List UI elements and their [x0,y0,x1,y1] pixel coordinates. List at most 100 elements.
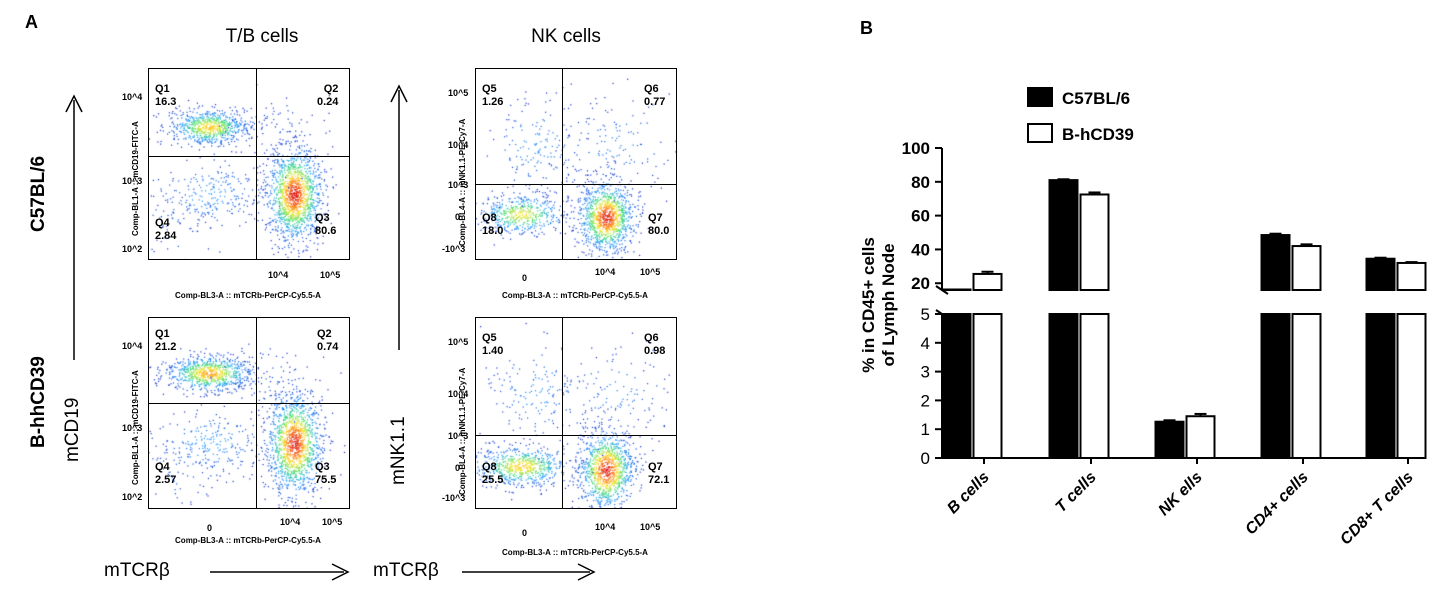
x-tick-label: T cells [1053,469,1100,516]
y-tick-label: 10^4 [448,389,469,399]
y-word-mcd19: mCD19 [62,397,83,462]
legend-swatch [1027,123,1053,143]
y-word-mnk11: mNK1.1 [388,416,409,485]
y-tick-label: 0 [455,212,461,222]
x-tick-label: 10^4 [268,270,289,280]
gate-vertical [256,318,257,508]
x-tick-label: CD4+ cells [1242,469,1312,539]
quadrant-label: Q5 1.40 [482,332,504,357]
y-tick-label: 10^5 [448,88,469,98]
quadrant-label: Q1 21.2 [155,328,177,353]
quadrant-label: Q4 2.57 [155,461,177,486]
x-tick-label: 0 [522,273,528,283]
gate-vertical [562,318,563,508]
quadrant-label: Q3 80.6 [315,212,337,237]
x-tick-label: 10^5 [320,270,341,280]
axis-arrows [65,84,596,581]
y-tick-label: 100 [902,139,930,158]
bar-b-hcd39 [1291,313,1322,459]
y-tick-label: 10^4 [122,92,143,102]
quadrant-label: Q8 18.0 [482,212,504,237]
y-tick-label: 10^2 [122,492,143,502]
x-tick-label: 10^5 [640,267,661,277]
facs-x-axis-label: Comp-BL3-A :: mTCRb-PerCP-Cy5.5-A [502,291,648,300]
bar-c57bl6 [1260,234,1291,291]
col-title-tb: T/B cells [225,26,299,47]
bar-b-hcd39 [972,313,1003,459]
y-tick-label: 10^5 [448,337,469,347]
x-word-mtcrb-tb: mTCRβ [104,560,170,581]
y-tick-label: 10^3 [448,180,469,190]
quadrant-label: Q1 16.3 [155,83,177,108]
x-tick-label: NK ells [1155,469,1205,519]
quadrant-label: Q3 75.5 [315,461,337,486]
y-axis-label: % in CD45+ cellsof Lymph Node [859,237,898,373]
facs-plot-tb-c57bl6: Q1 16.3 Q2 0.24 Q3 80.6 Q4 2.84 [148,68,350,260]
bar-b-hcd39 [1185,415,1216,459]
gate-horizontal [149,403,349,404]
y-tick-label: 0 [921,449,930,468]
x-tick-label: 0 [522,528,528,538]
x-word-mtcrb-nk: mTCRβ [373,560,439,581]
bar-b-hcd39 [1396,261,1427,291]
x-tick-label: 0 [207,523,213,533]
quadrant-label: Q7 72.1 [648,461,670,486]
y-tick-label: -10^3 [442,493,466,503]
bar-c57bl6 [1365,313,1396,459]
quadrant-label: Q7 80.0 [648,212,670,237]
legend-swatch [1027,87,1053,107]
gate-horizontal [149,156,349,157]
x-tick-label: 10^4 [595,267,616,277]
quadrant-label: Q6 0.77 [644,83,666,108]
y-tick-label: 10^2 [122,244,143,254]
facs-plot-nk-b-hhcd39: Q5 1.40 Q6 0.98 Q7 72.1 Q8 25.5 [475,317,677,509]
bar-b-hcd39 [1291,245,1322,292]
y-tick-label: 0 [455,463,461,473]
gate-horizontal [476,184,676,185]
density-scatter [476,69,676,259]
quadrant-label: Q6 0.98 [644,332,666,357]
y-tick-label: 10^3 [448,431,469,441]
bar-b-hcd39 [1079,313,1110,459]
density-scatter [476,318,676,508]
x-tick-label: 10^5 [640,522,661,532]
y-tick-label: 5 [921,305,930,324]
facs-plot-nk-c57bl6: Q5 1.26 Q6 0.77 Q7 80.0 Q8 18.0 [475,68,677,260]
panel-a-letter: A [25,12,38,32]
y-tick-label: 10^3 [122,423,143,433]
panel-b-letter: B [860,18,873,38]
x-tick-label: 10^4 [595,522,616,532]
y-tick-label: 2 [921,391,930,410]
legend-label: C57BL/6 [1062,89,1130,108]
y-tick-label: 20 [911,274,930,293]
facs-x-axis-label: Comp-BL3-A :: mTCRb-PerCP-Cy5.5-A [502,548,648,557]
bar-c57bl6 [1048,179,1079,291]
bar-chart: 0 1 2 3 4 5 20 40 60 80 100 % in CD45+ cellsof Lymp… [859,87,1427,549]
gate-vertical [256,69,257,259]
bar-c57bl6 [941,313,972,459]
quadrant-label: Q5 1.26 [482,83,504,108]
x-tick-label: 10^4 [280,517,301,527]
y-tick-label: 80 [911,173,930,192]
quadrant-label: Q2 0.74 [317,328,339,353]
x-tick-label: B cells [944,469,993,518]
quadrant-label: Q2 0.24 [317,83,339,108]
quadrant-label: Q4 2.84 [155,217,177,242]
facs-x-axis-label: Comp-BL3-A :: mTCRb-PerCP-Cy5.5-A [175,536,321,545]
y-tick-label: 10^4 [122,341,143,351]
bar-c57bl6 [1260,313,1291,459]
y-tick-label: 4 [921,334,930,353]
density-scatter [149,69,349,259]
facs-x-axis-label: Comp-BL3-A :: mTCRb-PerCP-Cy5.5-A [175,291,321,300]
legend-label: B-hCD39 [1062,125,1134,144]
y-tick-label: 10^4 [448,140,469,150]
x-tick-label: CD8+ T cells [1337,469,1417,549]
y-tick-label: 60 [911,207,930,226]
gate-vertical [562,69,563,259]
y-tick-label: 3 [921,363,930,382]
gate-horizontal [476,435,676,436]
bar-b-hcd39 [1079,193,1110,291]
bar-b-hcd39 [1396,313,1427,459]
y-tick-label: 10^3 [122,176,143,186]
col-title-nk: NK cells [531,26,601,47]
